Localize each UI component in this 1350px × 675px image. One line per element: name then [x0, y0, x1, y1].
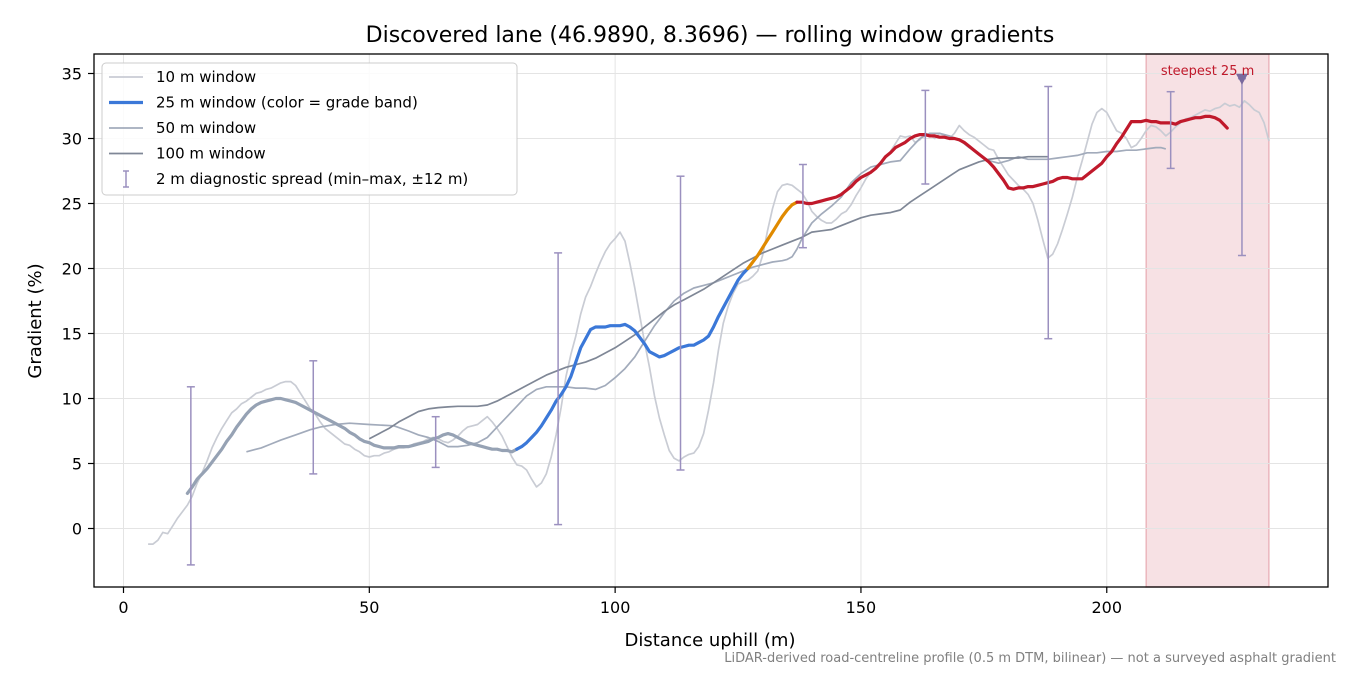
diagnostic-spread-bar-5 [798, 163, 807, 249]
legend-entry-3: 100 m window [109, 145, 266, 163]
legend-label: 2 m diagnostic spread (min–max, ±12 m) [156, 170, 468, 188]
y-tick-label-6: 30 [62, 130, 82, 149]
x-tick-label-1: 50 [359, 598, 379, 617]
series-25m-band-segment-2 [795, 114, 1229, 206]
y-tick-label-4: 20 [62, 260, 82, 279]
legend-entry-4: 2 m diagnostic spread (min–max, ±12 m) [123, 170, 468, 188]
data-source-caption: LiDAR-derived road-centreline profile (0… [724, 651, 1336, 666]
diagnostic-spread-bar-7 [1044, 85, 1053, 340]
diagnostic-spread-bar-4 [676, 175, 685, 471]
x-axis-label: Distance uphill (m) [625, 630, 796, 651]
diagnostic-spread-bar-1 [309, 360, 318, 475]
y-axis-label: Gradient (%) [25, 263, 46, 378]
steepest-highlight-label: steepest 25 m [1161, 64, 1254, 79]
y-tick-label-2: 10 [62, 390, 82, 409]
diagnostic-spread-bar-2 [431, 415, 440, 469]
series-100m-line [368, 155, 1048, 440]
legend-entry-1: 25 m window (color = grade band) [109, 94, 418, 112]
x-tick-label-3: 150 [846, 598, 877, 617]
x-tick-label-2: 100 [600, 598, 631, 617]
diagnostic-spread-bar-3 [554, 252, 563, 526]
y-tick-label-7: 35 [62, 65, 82, 84]
y-tick-label-5: 25 [62, 195, 82, 214]
diagnostic-spread-bar-6 [921, 89, 930, 185]
steepest-highlight-band [1145, 53, 1270, 588]
legend-label: 50 m window [156, 119, 256, 137]
x-tick-label-4: 200 [1091, 598, 1122, 617]
legend-entry-2: 50 m window [109, 119, 256, 137]
steepest-marker-triangle [1235, 73, 1248, 85]
series-25m-line-muted [185, 396, 519, 495]
x-tick-label-0: 0 [118, 598, 128, 617]
y-tick-label-0: 0 [72, 520, 82, 539]
series-10m-line [148, 99, 1270, 545]
diagnostic-spread-bar-8 [1166, 90, 1175, 170]
series-25m-band-segment-0 [515, 266, 750, 451]
legend-entry-0: 10 m window [109, 68, 256, 86]
series-25m-band-segment-1 [746, 200, 799, 271]
y-tick-label-3: 15 [62, 325, 82, 344]
series-layer [148, 99, 1270, 545]
diagnostic-spread-bar-0 [186, 386, 195, 566]
chart-title: Discovered lane (46.9890, 8.3696) — roll… [366, 23, 1055, 48]
y-tick-label-1: 5 [72, 455, 82, 474]
legend-label: 25 m window (color = grade band) [156, 94, 418, 112]
plot-frame [93, 53, 1329, 588]
legend-box [101, 62, 518, 196]
legend-label: 100 m window [156, 145, 266, 163]
legend-label: 10 m window [156, 68, 256, 86]
legend: 10 m window 25 m window (color = grade ba… [101, 62, 518, 196]
